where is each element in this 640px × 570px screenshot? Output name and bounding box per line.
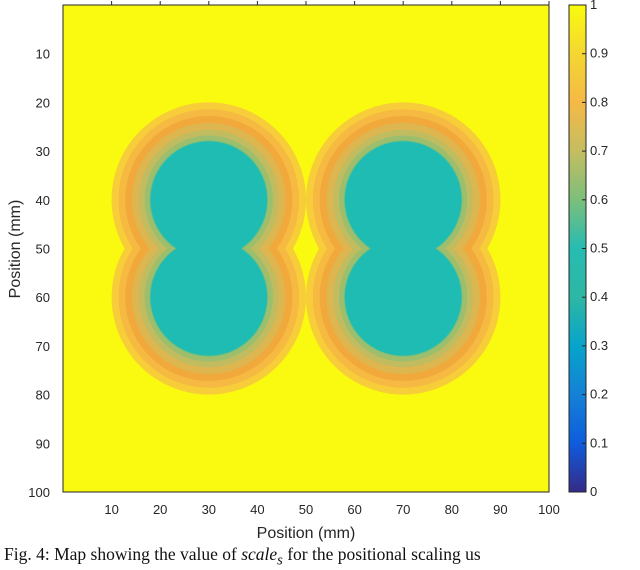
colorbar-tick-label-0.3: 0.3 [590,338,608,353]
colorbar-tick-label-0.9: 0.9 [590,46,608,61]
colorbar: 0 0.1 0.2 0.3 0.4 0.5 0.6 0.7 0.8 0.9 1 [568,0,608,499]
y-tick-label-60: 60 [36,290,50,305]
y-tick-label-80: 80 [36,388,50,403]
colorbar-tick-label-1: 1 [590,0,597,12]
heatmap-image [63,5,549,492]
scale-core-1 [150,238,268,356]
y-tick-label-90: 90 [36,436,50,451]
y-axis-label: Position (mm) [7,200,24,299]
colorbar-tick-label-0.8: 0.8 [590,94,608,109]
colorbar-tick-label-0.7: 0.7 [590,143,608,158]
colorbar-tick-label-0.6: 0.6 [590,192,608,207]
y-tick-label-20: 20 [36,95,50,110]
scale-core-3 [344,238,462,356]
caption-suffix: for the positional scaling us [282,544,481,564]
y-tick-label-70: 70 [36,339,50,354]
colorbar-ticks: 0 0.1 0.2 0.3 0.4 0.5 0.6 0.7 0.8 0.9 1 [582,0,608,499]
y-tick-label-40: 40 [36,193,50,208]
y-axis: 10 20 30 40 50 60 70 80 90 100 [28,47,50,500]
x-tick-label-80: 80 [445,502,459,517]
colorbar-tick-label-0.1: 0.1 [590,435,608,450]
scale-core-2 [344,141,462,259]
figure-caption: Fig. 4: Map showing the value of scales … [4,544,640,570]
x-tick-label-50: 50 [299,502,313,517]
colorbar-tick-label-0: 0 [590,484,597,499]
x-tick-label-10: 10 [104,502,118,517]
y-tick-label-10: 10 [36,47,50,62]
scale-core-0 [150,141,268,259]
caption-prefix: Fig. 4: Map showing the value of [4,544,242,564]
caption-subscript: s [277,552,283,569]
colorbar-tick-label-0.4: 0.4 [590,289,608,304]
x-tick-label-100: 100 [538,502,560,517]
y-tick-label-30: 30 [36,144,50,159]
x-axis-label: Position (mm) [257,525,356,542]
caption-symbol: scale [241,544,278,564]
colorbar-tick-label-0.5: 0.5 [590,241,608,256]
x-tick-label-90: 90 [493,502,507,517]
colorbar-tick-label-0.2: 0.2 [590,387,608,402]
x-tick-label-20: 20 [153,502,167,517]
x-tick-label-60: 60 [347,502,361,517]
y-tick-label-100: 100 [28,485,50,500]
y-tick-label-50: 50 [36,242,50,257]
x-tick-label-30: 30 [202,502,216,517]
x-tick-label-40: 40 [250,502,264,517]
x-axis: 10 20 30 40 50 60 70 80 90 100 [104,1,560,517]
x-tick-label-70: 70 [396,502,410,517]
